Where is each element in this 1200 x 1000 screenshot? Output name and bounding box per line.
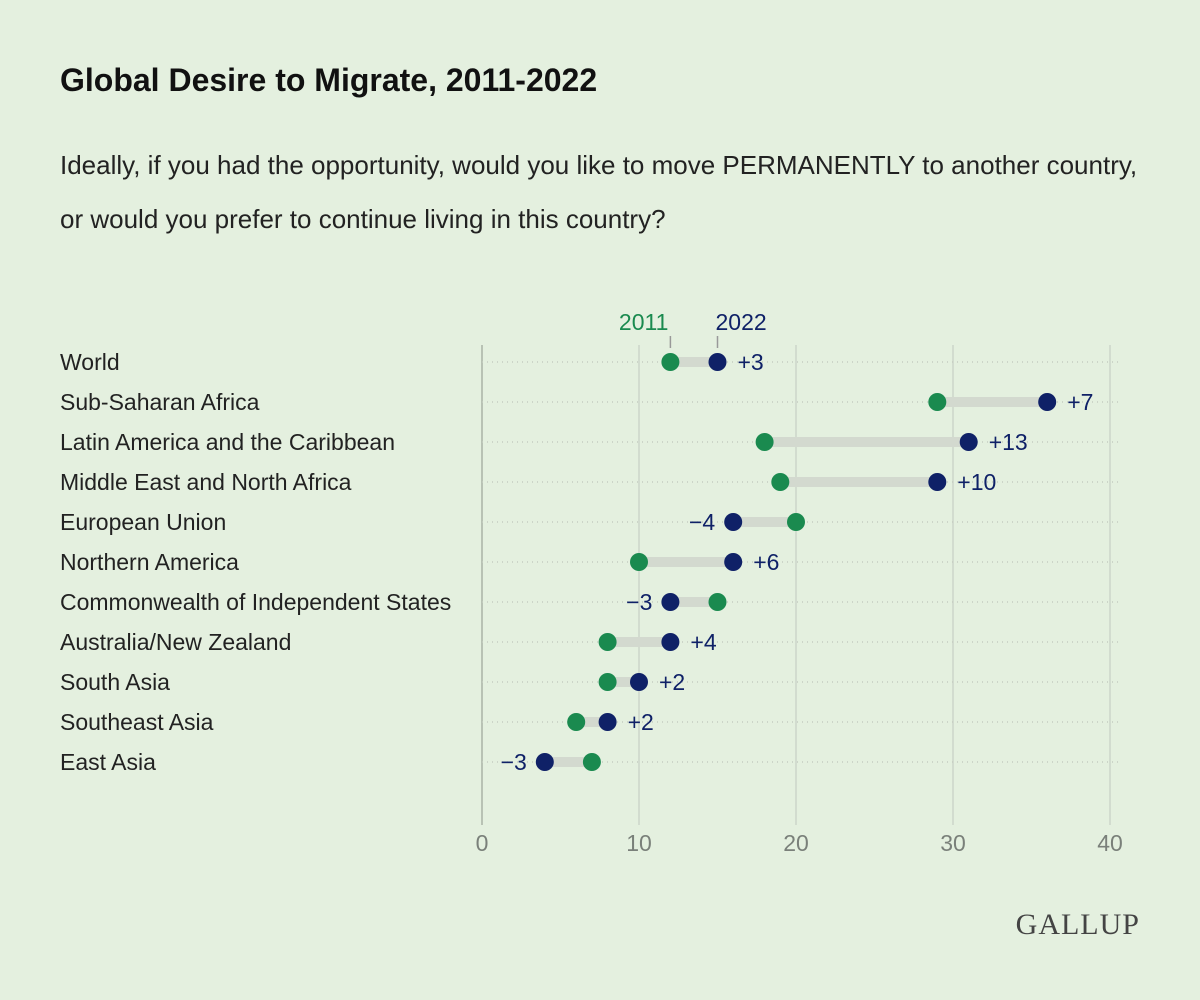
dot-2011 bbox=[598, 673, 617, 691]
dot-2011 bbox=[567, 713, 586, 731]
category-label: Latin America and the Caribbean bbox=[60, 429, 395, 455]
dot-2022 bbox=[724, 553, 743, 571]
change-label: +6 bbox=[753, 549, 779, 575]
change-label: +2 bbox=[628, 709, 654, 735]
change-label: −3 bbox=[626, 589, 652, 615]
category-label: Sub-Saharan Africa bbox=[60, 389, 260, 415]
dot-2022 bbox=[661, 633, 680, 651]
dot-2022 bbox=[630, 673, 648, 691]
x-tick-label: 10 bbox=[626, 830, 652, 856]
chart-title: Global Desire to Migrate, 2011-2022 bbox=[60, 62, 598, 98]
source-logo: GALLUP bbox=[1015, 908, 1140, 941]
dot-2011 bbox=[928, 393, 947, 411]
change-label: +7 bbox=[1067, 389, 1093, 415]
dot-2011 bbox=[582, 753, 601, 771]
category-label: World bbox=[60, 349, 120, 375]
change-label: +2 bbox=[659, 669, 685, 695]
grid bbox=[481, 345, 1111, 825]
chart-subtitle: Ideally, if you had the opportunity, wou… bbox=[60, 150, 1138, 234]
category-label: Australia/New Zealand bbox=[60, 629, 292, 655]
category-label: European Union bbox=[60, 509, 227, 535]
category-label: South Asia bbox=[60, 669, 170, 695]
change-label: −3 bbox=[501, 749, 527, 775]
dot-2022 bbox=[598, 713, 617, 731]
dot-2011 bbox=[708, 593, 727, 611]
x-tick-label: 20 bbox=[783, 830, 809, 856]
change-label: +3 bbox=[738, 349, 764, 375]
category-label: Northern America bbox=[60, 549, 239, 575]
change-label: −4 bbox=[689, 509, 715, 535]
x-tick-label: 0 bbox=[476, 830, 489, 856]
dot-2011 bbox=[787, 513, 805, 531]
category-label: East Asia bbox=[60, 749, 156, 775]
legend-label: 2022 bbox=[716, 309, 767, 335]
dot-2022 bbox=[724, 513, 743, 531]
change-label: +4 bbox=[690, 629, 716, 655]
dot-2011 bbox=[771, 473, 790, 491]
change-label: +10 bbox=[957, 469, 996, 495]
dot-2011 bbox=[598, 633, 617, 651]
dot-2022 bbox=[708, 353, 727, 371]
legend-label: 2011 bbox=[619, 309, 668, 335]
x-tick-label: 40 bbox=[1097, 830, 1123, 856]
dot-2022 bbox=[661, 593, 680, 611]
dot-2022 bbox=[928, 473, 947, 491]
dot-2022 bbox=[535, 753, 554, 771]
category-labels: World Sub-Saharan Africa Latin America and… bbox=[60, 342, 460, 782]
dot-2022 bbox=[959, 433, 978, 451]
category-label: Middle East and North Africa bbox=[60, 469, 352, 495]
category-label: Southeast Asia bbox=[60, 709, 214, 735]
dot-2011 bbox=[630, 553, 648, 571]
change-label: +13 bbox=[989, 429, 1028, 455]
dot-2022 bbox=[1038, 393, 1057, 411]
dot-2011 bbox=[755, 433, 774, 451]
x-tick-label: 30 bbox=[940, 830, 966, 856]
dot-2011 bbox=[661, 353, 680, 371]
category-label: Commonwealth of Independent States bbox=[60, 589, 452, 615]
